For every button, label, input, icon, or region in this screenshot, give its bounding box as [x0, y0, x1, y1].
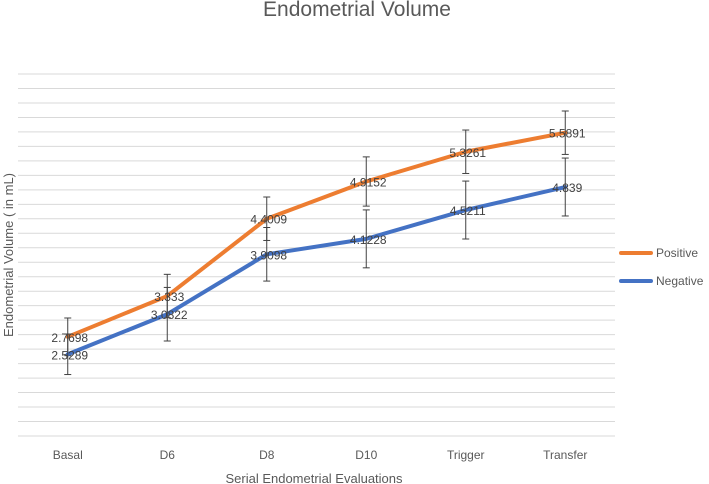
legend-item-positive: Positive — [619, 246, 698, 260]
legend: Positive Negative — [619, 246, 704, 288]
series-line — [65, 130, 568, 339]
y-axis-title: Endometrial Volume ( in mL) — [1, 173, 16, 337]
series-positive: 2.7698 3.333 4.4009 4.9152 5.3261 5.5891 — [51, 110, 586, 357]
series-negative: 2.5289 3.0822 3.9098 4.1228 4.5211 4.839 — [51, 157, 583, 376]
data-label: 4.4009 — [250, 213, 287, 227]
data-label: 3.0822 — [151, 308, 188, 322]
error-bar — [362, 209, 370, 269]
x-tick-label: Basal — [53, 448, 83, 462]
x-tick-label: Transfer — [543, 448, 587, 462]
error-bar — [462, 180, 470, 240]
data-label: 3.9098 — [250, 248, 287, 262]
data-label: 4.9152 — [350, 175, 387, 189]
gridlines — [18, 73, 615, 437]
data-label: 3.333 — [154, 290, 184, 304]
data-label: 2.5289 — [51, 348, 88, 362]
data-label: 5.5891 — [549, 127, 586, 141]
chart-title: Endometrial Volume — [263, 0, 451, 21]
error-bar — [263, 227, 271, 282]
error-bar — [561, 157, 569, 217]
error-bar — [163, 286, 171, 342]
error-bar — [561, 110, 569, 155]
error-bar — [462, 129, 470, 174]
x-tick-label: D6 — [160, 448, 176, 462]
x-tick-label: D8 — [259, 448, 275, 462]
series-layer: 2.7698 3.333 4.4009 4.9152 5.3261 5.5891 2.528… — [51, 110, 586, 376]
x-tick-label: D10 — [355, 448, 377, 462]
data-label: 4.839 — [552, 181, 582, 195]
x-axis-title: Serial Endometrial Evaluations — [225, 471, 403, 484]
legend-item-negative: Negative — [619, 274, 704, 288]
data-label: 4.1228 — [350, 233, 387, 247]
data-label: 2.7698 — [51, 331, 88, 345]
error-bar — [362, 156, 370, 207]
legend-label: Negative — [656, 274, 704, 288]
x-tick-labels: Basal D6 D8 D10 Trigger Transfer — [53, 448, 588, 462]
x-tick-label: Trigger — [447, 448, 485, 462]
error-bar — [64, 333, 72, 376]
series-line — [65, 185, 568, 357]
data-label: 5.3261 — [449, 146, 486, 160]
legend-label: Positive — [656, 246, 698, 260]
data-label: 4.5211 — [450, 204, 486, 218]
